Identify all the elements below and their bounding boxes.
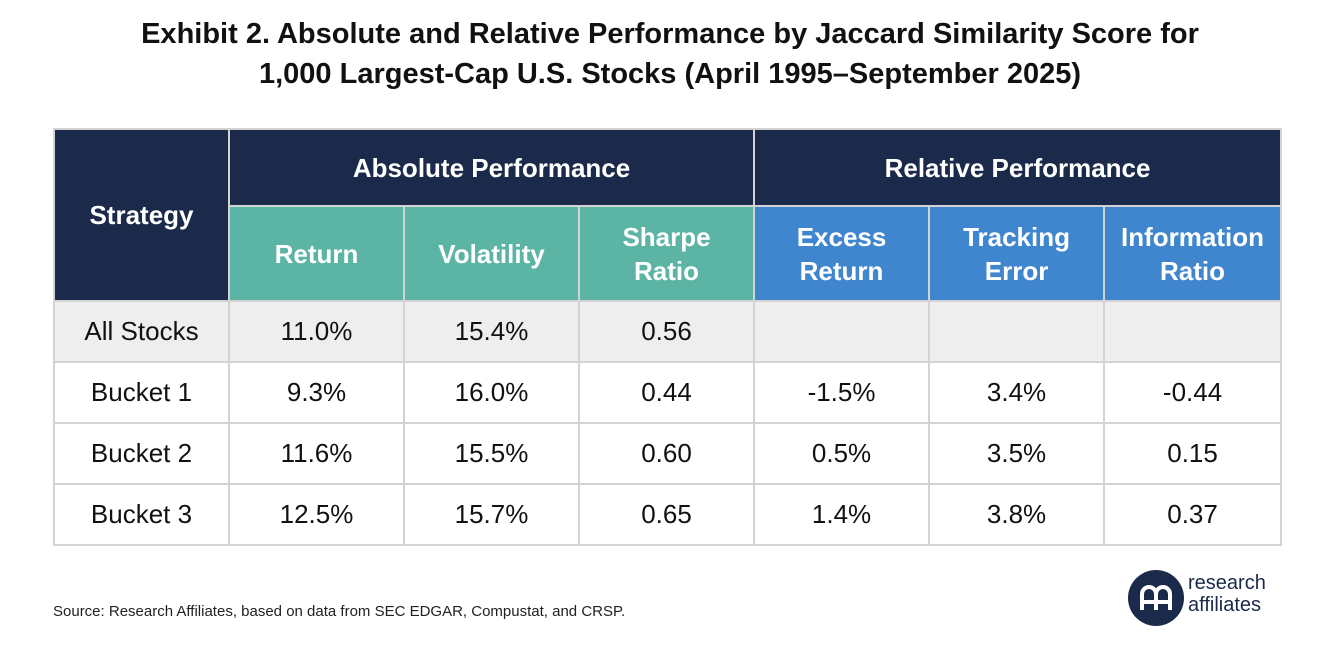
sharpe-ratio-header: Sharpe Ratio <box>577 205 756 302</box>
exhibit-title: Exhibit 2. Absolute and Relative Perform… <box>0 14 1340 94</box>
value-cell: 0.44 <box>577 361 756 424</box>
value-cell: 9.3% <box>228 361 405 424</box>
value-cell <box>1103 300 1283 363</box>
table-row: All Stocks 11.0% 15.4% 0.56 <box>53 300 1283 363</box>
value-cell: 11.6% <box>228 422 405 485</box>
research-affiliates-logo: research affiliates <box>1128 570 1288 626</box>
value-cell: 0.5% <box>753 422 931 485</box>
relative-performance-header: Relative Performance <box>753 128 1283 207</box>
volatility-header: Volatility <box>403 205 580 302</box>
value-cell: 15.4% <box>403 300 580 363</box>
value-cell <box>753 300 931 363</box>
value-cell: 12.5% <box>228 483 405 546</box>
value-cell: 15.5% <box>403 422 580 485</box>
logo-text-affiliates: affiliates <box>1188 594 1262 616</box>
value-cell: 0.65 <box>577 483 756 546</box>
logo-text-research: research <box>1188 572 1266 594</box>
value-cell: 15.7% <box>403 483 580 546</box>
table-row: Bucket 2 11.6% 15.5% 0.60 0.5% 3.5% 0.15 <box>53 422 1283 485</box>
value-cell: 0.15 <box>1103 422 1283 485</box>
table-row: Bucket 1 9.3% 16.0% 0.44 -1.5% 3.4% -0.44 <box>53 361 1283 424</box>
value-cell: -0.44 <box>1103 361 1283 424</box>
value-cell: -1.5% <box>753 361 931 424</box>
return-header: Return <box>228 205 405 302</box>
strategy-cell: All Stocks <box>53 300 230 363</box>
source-note: Source: Research Affiliates, based on da… <box>53 603 626 620</box>
performance-table: Strategy Absolute Performance Relative P… <box>53 128 1283 546</box>
logo-mark-icon <box>1128 570 1184 626</box>
information-ratio-header: Information Ratio <box>1103 205 1283 302</box>
absolute-performance-header: Absolute Performance <box>227 128 756 207</box>
value-cell: 3.4% <box>928 361 1106 424</box>
value-cell: 0.56 <box>577 300 756 363</box>
value-cell: 0.60 <box>577 422 756 485</box>
tracking-error-header: Tracking Error <box>928 205 1106 302</box>
strategy-cell: Bucket 2 <box>53 422 230 485</box>
strategy-cell: Bucket 1 <box>53 361 230 424</box>
title-line-2: 1,000 Largest-Cap U.S. Stocks (April 199… <box>258 58 1082 90</box>
excess-return-header: Excess Return <box>753 205 931 302</box>
value-cell: 16.0% <box>403 361 580 424</box>
value-cell <box>928 300 1106 363</box>
value-cell: 0.37 <box>1103 483 1283 546</box>
table-row: Bucket 3 12.5% 15.7% 0.65 1.4% 3.8% 0.37 <box>53 483 1283 546</box>
value-cell: 1.4% <box>753 483 931 546</box>
title-line-1: Exhibit 2. Absolute and Relative Perform… <box>141 18 1199 50</box>
value-cell: 11.0% <box>228 300 405 363</box>
strategy-header: Strategy <box>53 128 230 302</box>
strategy-cell: Bucket 3 <box>53 483 230 546</box>
value-cell: 3.5% <box>928 422 1106 485</box>
value-cell: 3.8% <box>928 483 1106 546</box>
